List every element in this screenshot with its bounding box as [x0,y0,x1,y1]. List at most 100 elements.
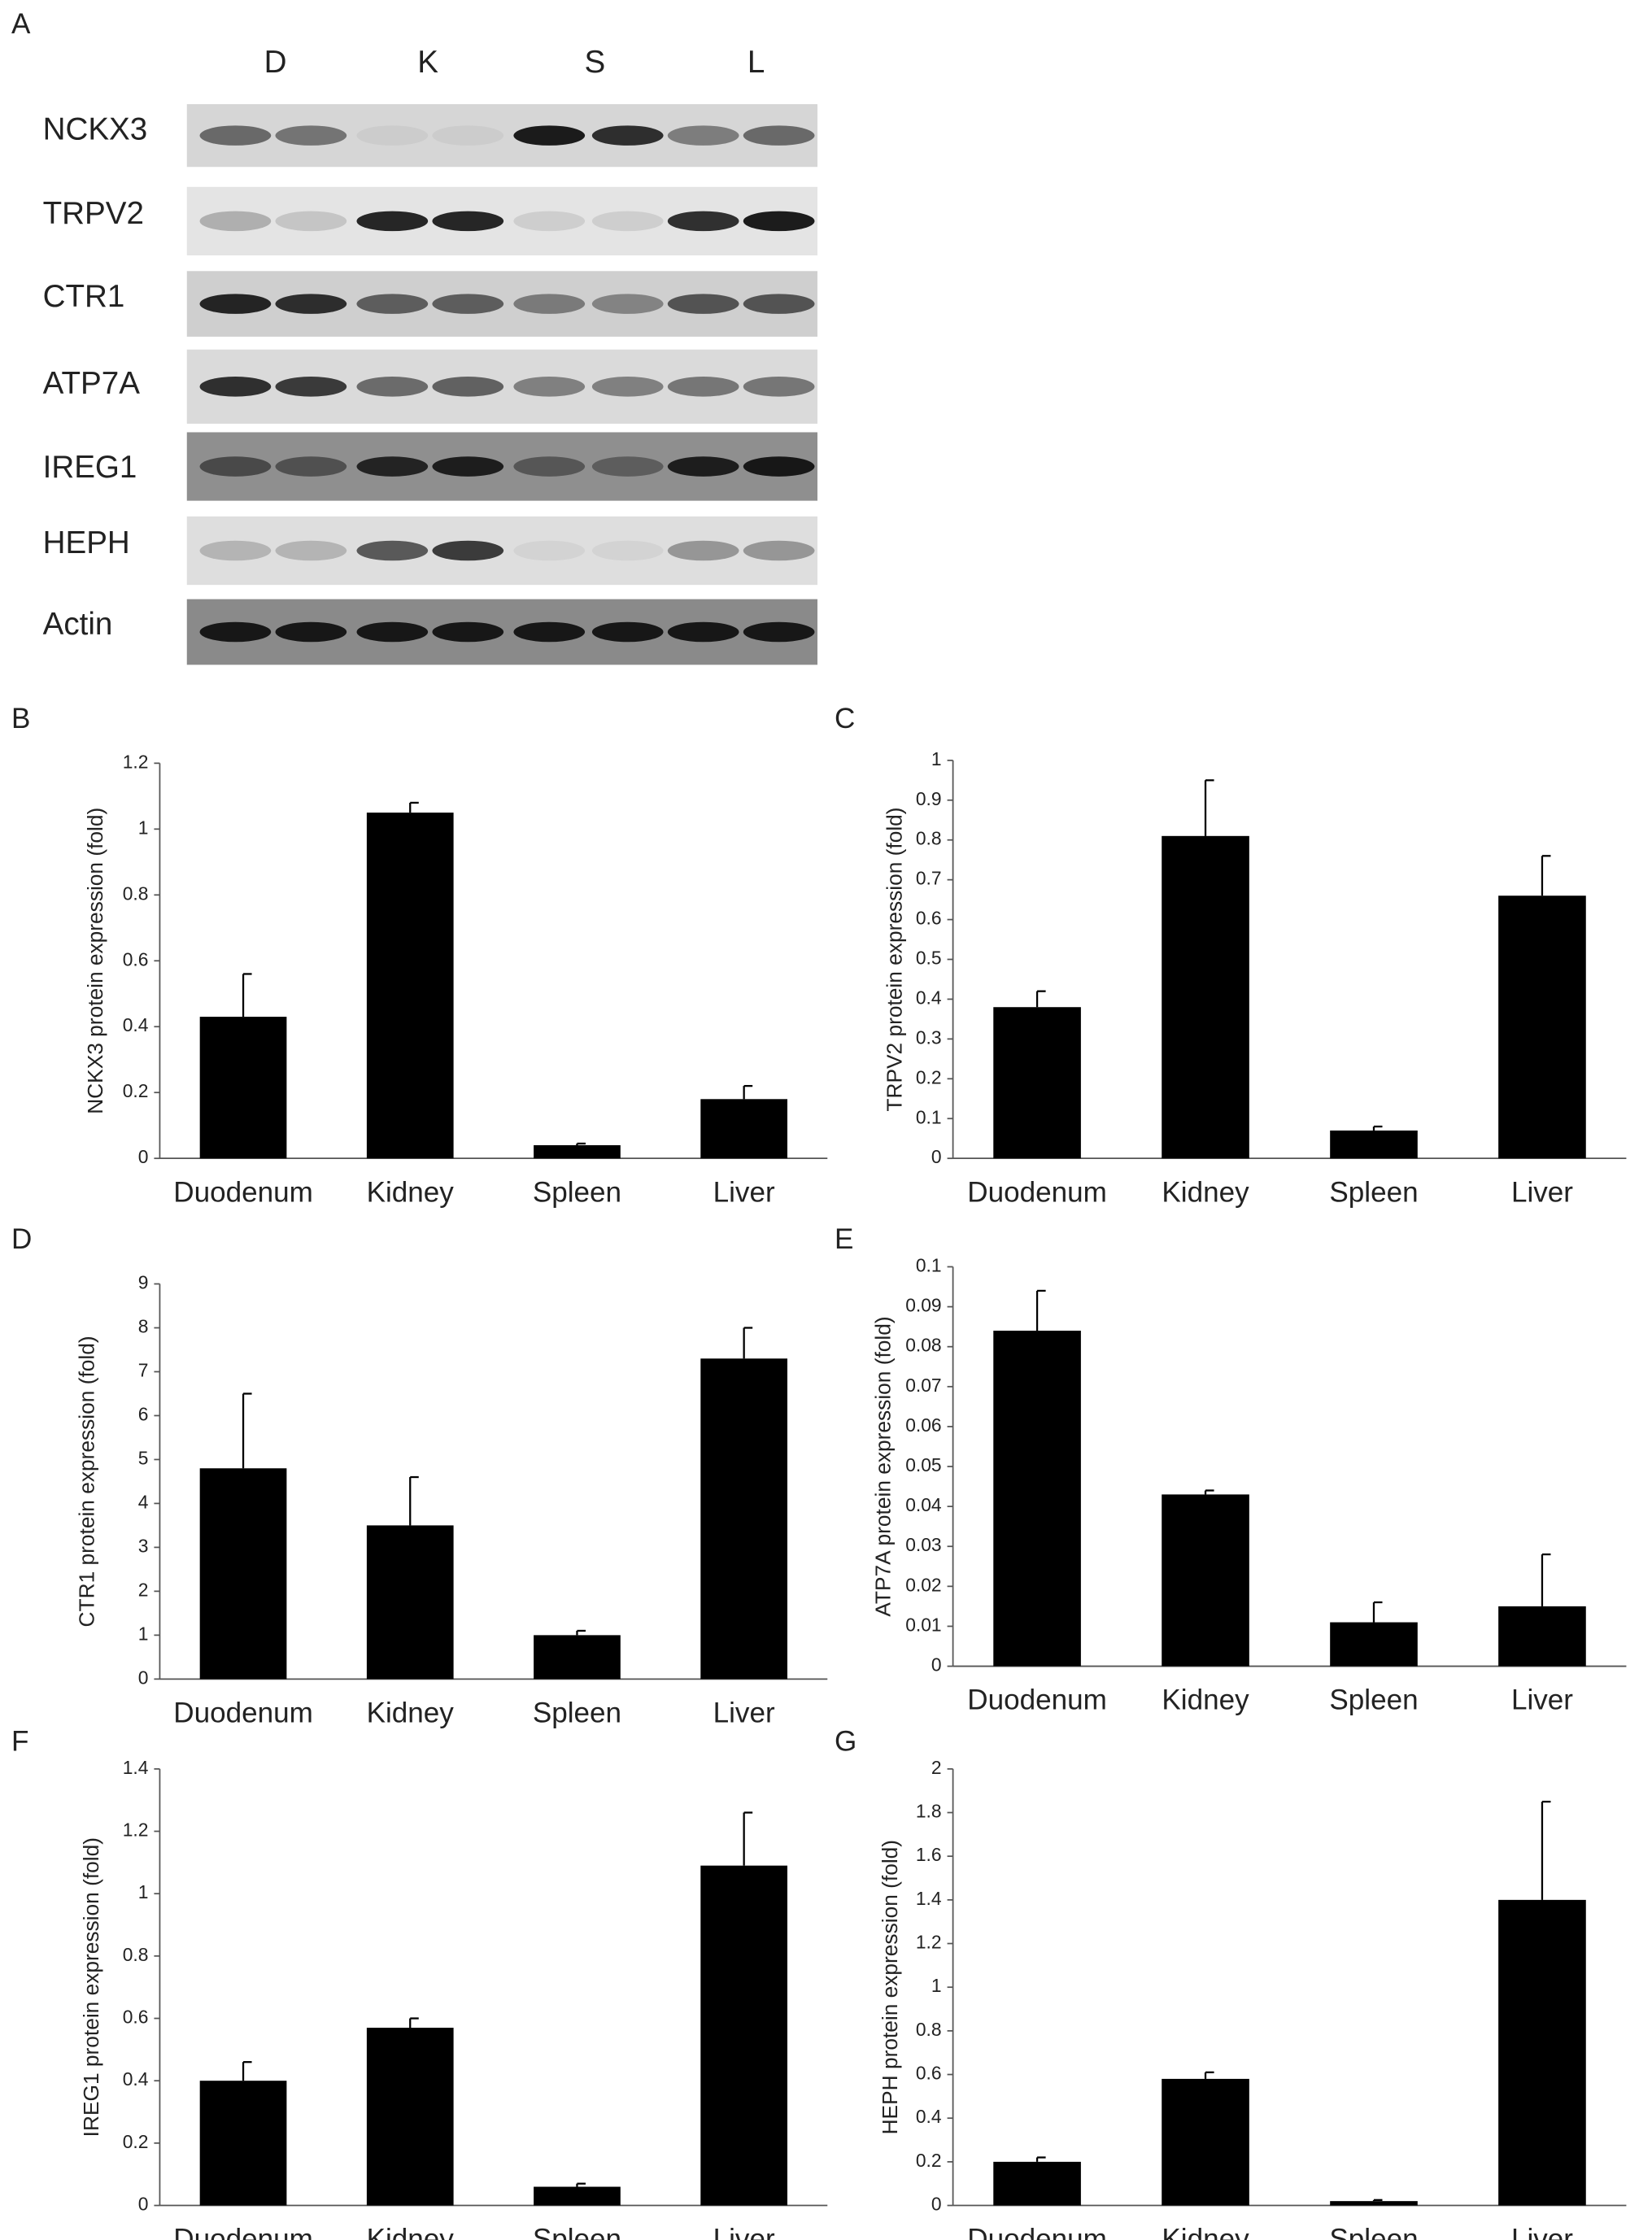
y-tick-label: 0 [138,2194,149,2215]
protein-label: NCKX3 [43,112,148,147]
blot-band [667,540,739,561]
y-tick-label: 0.6 [916,908,942,929]
y-tick-label: 0.05 [905,1454,941,1475]
panel-letter: D [11,1223,32,1255]
blot-band [743,377,815,397]
x-tick-label: Duodenum [173,2224,313,2240]
y-tick-label: 0.2 [123,1080,149,1101]
bar [199,1468,287,1680]
blot-band [513,540,586,561]
y-axis-label: ATP7A protein expression (fold) [870,1316,895,1616]
y-tick-label: 0.8 [916,828,942,849]
x-tick-label: Kidney [1162,2224,1249,2240]
blot-band [513,125,586,146]
x-tick-label: Duodenum [173,1176,313,1208]
lane-label: S [585,45,606,80]
x-tick-label: Spleen [1329,1684,1418,1716]
blot-band [591,211,664,232]
blot-band [199,211,272,232]
y-tick-label: 2 [931,1757,942,1778]
y-tick-label: 0.1 [916,1254,942,1275]
blot-band [743,294,815,314]
y-tick-label: 0.08 [905,1335,941,1356]
y-tick-label: 1.4 [916,1888,942,1909]
x-tick-label: Spleen [533,1176,621,1208]
blot-band [356,211,429,232]
blot-band [275,540,347,561]
blot-band [743,621,815,643]
bar [366,1525,454,1680]
lane-label: D [264,45,287,80]
y-tick-label: 0.09 [905,1295,941,1316]
blot-band [275,621,347,643]
x-tick-label: Liver [1511,2224,1573,2240]
protein-label: HEPH [43,525,130,560]
bar [1330,1622,1418,1667]
x-tick-label: Duodenum [967,2224,1107,2240]
blot-band [275,377,347,397]
x-tick-label: Kidney [367,1697,455,1728]
bar [534,2186,621,2206]
panel-letter: G [835,1726,857,1758]
blot-band [432,211,504,232]
protein-label: Actin [43,607,113,642]
blot-band [432,540,504,561]
blot-band [199,540,272,561]
y-tick-label: 0.02 [905,1574,941,1595]
y-tick-label: 2 [138,1579,149,1600]
blot-band [513,377,586,397]
y-tick-label: 0.01 [905,1614,941,1635]
blot-band [199,294,272,314]
y-tick-label: 0.6 [123,948,149,970]
blot-band [667,621,739,643]
bar [1498,1606,1586,1667]
y-tick-label: 0.07 [905,1375,941,1396]
y-tick-label: 7 [138,1359,149,1380]
x-tick-label: Duodenum [967,1176,1107,1208]
x-tick-label: Kidney [1162,1176,1249,1208]
y-tick-label: 0.9 [916,788,942,809]
y-tick-label: 1.2 [916,1932,942,1953]
y-tick-label: 0.4 [916,2106,942,2127]
y-tick-label: 1.4 [123,1757,149,1778]
blot-band [275,211,347,232]
x-tick-label: Spleen [1329,2224,1418,2240]
x-tick-label: Kidney [367,2224,455,2240]
bar [1498,1899,1586,2206]
y-tick-label: 0 [931,1654,942,1676]
blot-band [591,294,664,314]
bar [1498,896,1586,1159]
y-tick-label: 0.7 [916,868,942,889]
y-tick-label: 1 [138,1623,149,1644]
y-tick-label: 0.3 [916,1026,942,1048]
lane-label: K [417,45,438,80]
blot-band [432,621,504,643]
blot-band [743,540,815,561]
blot-band [591,456,664,477]
bar [199,2081,287,2206]
y-tick-label: 5 [138,1447,149,1468]
blot-band [591,377,664,397]
y-tick-label: 0.6 [916,2063,942,2084]
y-tick-label: 9 [138,1272,149,1293]
blot-band [356,540,429,561]
bar [1330,2201,1418,2206]
y-tick-label: 0.4 [123,2068,149,2090]
y-tick-label: 0.06 [905,1414,941,1436]
x-tick-label: Kidney [367,1176,455,1208]
y-tick-label: 0.4 [123,1014,149,1035]
blot-band [199,456,272,477]
x-tick-label: Kidney [1162,1684,1249,1716]
blot-band [199,125,272,146]
panel-letter: A [11,8,31,40]
y-tick-label: 3 [138,1535,149,1556]
y-tick-label: 0.2 [916,2150,942,2171]
y-tick-label: 0.4 [916,987,942,1008]
blot-band [667,211,739,232]
y-tick-label: 0.6 [123,2007,149,2028]
blot-band [199,377,272,397]
y-tick-label: 1.6 [916,1844,942,1865]
blot-band [275,456,347,477]
bar [1330,1130,1418,1159]
